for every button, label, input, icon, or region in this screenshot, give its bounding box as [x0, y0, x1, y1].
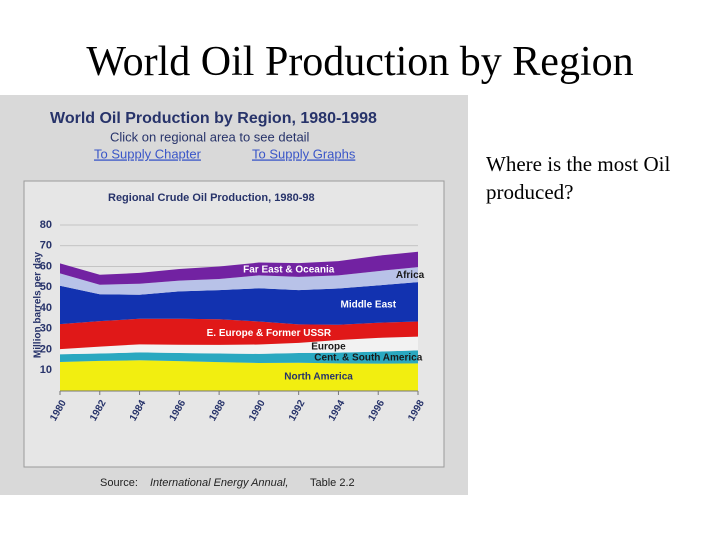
area: [60, 336, 418, 355]
y-tick-label: 80: [40, 219, 52, 231]
source-title: International Energy Annual,: [150, 477, 288, 489]
panel-heading: World Oil Production by Region, 1980-199…: [50, 110, 377, 127]
series-label: Far East & Oceania: [243, 264, 335, 275]
source-prefix: Source:: [100, 477, 138, 489]
link[interactable]: To Supply Chapter: [94, 146, 202, 161]
series-label: Middle East: [340, 299, 396, 310]
series-label: E. Europe & Former USSR: [207, 328, 332, 339]
y-tick-label: 40: [40, 302, 52, 314]
series-label: Cent. & South America: [314, 352, 422, 363]
area: [60, 282, 418, 325]
y-tick-label: 60: [40, 260, 52, 272]
y-axis-label: Million barrels per day: [33, 251, 44, 358]
area: [60, 350, 418, 364]
source-suffix: Table 2.2: [310, 477, 355, 489]
y-tick-label: 20: [40, 343, 52, 355]
y-tick-label: 70: [40, 240, 52, 252]
series-label: Europe: [311, 341, 346, 352]
chart-title: Regional Crude Oil Production, 1980-98: [108, 192, 315, 204]
chart-image: World Oil Production by Region, 1980-199…: [0, 95, 468, 495]
area: [60, 267, 418, 295]
series-label: North America: [284, 372, 353, 383]
slide-title: World Oil Production by Region: [86, 39, 634, 85]
series-label: Africa: [396, 270, 425, 281]
slide-note: Where is the most Oil produced?: [486, 152, 671, 204]
y-tick-label: 50: [40, 281, 52, 293]
panel-instruction: Click on regional area to see detail: [110, 129, 310, 144]
y-tick-label: 30: [40, 323, 52, 335]
link[interactable]: To Supply Graphs: [252, 146, 356, 161]
area: [60, 251, 418, 285]
area: [60, 360, 418, 391]
y-tick-label: 10: [40, 364, 52, 376]
area: [60, 318, 418, 350]
